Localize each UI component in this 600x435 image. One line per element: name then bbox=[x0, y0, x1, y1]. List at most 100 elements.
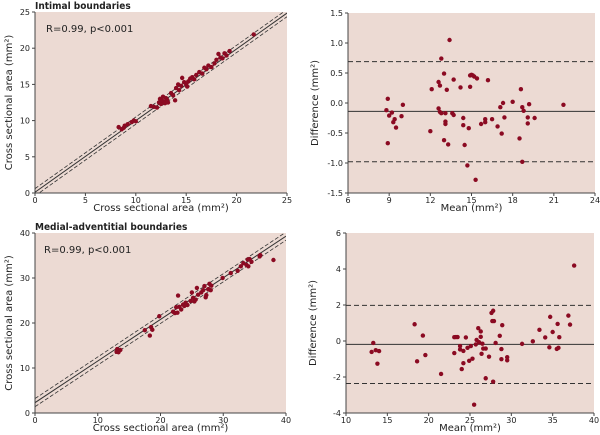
panel-4-data-point bbox=[459, 366, 464, 372]
panel-4-data-point bbox=[557, 335, 562, 340]
panel-3-data-point bbox=[204, 292, 209, 298]
panel-4-data-point bbox=[500, 322, 505, 328]
panel-2-y-tick-label: 0.0 bbox=[330, 99, 343, 108]
panel-4-data-point bbox=[566, 313, 571, 318]
panel-3-title: Medial-adventitial boundaries bbox=[35, 222, 187, 233]
panel-2-data-point bbox=[439, 111, 444, 116]
panel-2-data-point bbox=[458, 85, 463, 90]
panel-4-data-point bbox=[455, 334, 460, 340]
panel-3-data-point bbox=[175, 293, 181, 298]
panel-2-data-point bbox=[429, 87, 434, 92]
panel-1-data-point bbox=[176, 87, 182, 93]
panel-1-x-axis-label: Cross sectional area (mm²) bbox=[93, 203, 229, 214]
panel-1-data-point bbox=[170, 93, 176, 98]
panel-3-data-point bbox=[194, 285, 200, 291]
panel-3-x-tick-label: 30 bbox=[218, 416, 228, 425]
panel-2-data-point bbox=[498, 105, 503, 110]
panel-3-data-point bbox=[200, 287, 206, 293]
panel-2-data-point bbox=[441, 138, 447, 143]
panel-2-data-point bbox=[400, 102, 406, 108]
panel-2-data-point bbox=[443, 119, 448, 124]
panel-2-x-tick-label: 9 bbox=[387, 196, 392, 205]
panel-1-data-point bbox=[116, 124, 121, 130]
panel-4-data-point bbox=[470, 356, 475, 361]
panel-2-data-point bbox=[465, 163, 470, 168]
panel-3-data-point bbox=[271, 257, 276, 263]
panel-4-data-point bbox=[457, 347, 463, 352]
panel-1-data-point bbox=[227, 48, 232, 54]
panel-3-data-point bbox=[150, 327, 155, 332]
panel-3-data-point bbox=[235, 268, 240, 273]
panel-1-data-point bbox=[158, 101, 164, 107]
panel-3-annotation: R=0.99, p<0.001 bbox=[44, 245, 131, 256]
panel-1-upper-ci-line bbox=[35, 12, 285, 189]
panel-1-data-point bbox=[224, 53, 229, 58]
panel-2-y-tick-label: 1.5 bbox=[330, 9, 343, 18]
panel-1-y-tick-label: 0 bbox=[25, 189, 30, 198]
panel-2-data-point bbox=[520, 159, 525, 164]
panel-4-data-point bbox=[499, 346, 504, 352]
panel-2-data-point bbox=[385, 96, 390, 102]
panel-4-data-point bbox=[480, 341, 485, 346]
panel-2-data-point bbox=[461, 123, 466, 128]
panel-4-data-point bbox=[473, 342, 478, 347]
panel-3-x-tick-label: 10 bbox=[93, 416, 103, 425]
panel-3-data-point bbox=[185, 302, 190, 308]
panel-4-data-point bbox=[543, 335, 548, 340]
panel-3-data-point bbox=[246, 264, 251, 269]
panel-3-data-point bbox=[238, 264, 244, 269]
panel-4-data-point bbox=[476, 340, 482, 345]
panel-2-data-point bbox=[445, 142, 451, 147]
panel-2-data-point bbox=[393, 125, 399, 130]
panel-4-data-point bbox=[369, 349, 374, 355]
panel-4-x-tick-label: 25 bbox=[465, 416, 475, 425]
panel-3-data-point bbox=[147, 333, 153, 338]
panel-4-data-point bbox=[556, 345, 561, 351]
panel-4-data-point bbox=[420, 333, 426, 338]
panel-4-x-tick-label: 30 bbox=[506, 416, 516, 425]
panel-4-data-point bbox=[479, 351, 484, 356]
panel-4-data-point bbox=[471, 402, 477, 407]
panel-2-data-point bbox=[428, 129, 433, 134]
panel-4-data-point bbox=[478, 329, 483, 334]
panel-4-y-tick-label: -2 bbox=[333, 373, 341, 382]
panel-4-x-tick-label: 10 bbox=[341, 416, 351, 425]
panel-2-data-point bbox=[495, 124, 500, 129]
panel-1-data-point bbox=[192, 77, 197, 82]
panel-2-data-point bbox=[473, 177, 478, 182]
panel-4-data-point bbox=[491, 318, 497, 324]
panel-2-data-point bbox=[500, 100, 506, 106]
panel-2-data-point bbox=[461, 115, 466, 121]
panel-4-y-tick-label: 0 bbox=[336, 337, 341, 346]
panel-4-data-point bbox=[461, 360, 466, 366]
panel-4-x-axis-label: Mean (mm²) bbox=[439, 423, 501, 434]
panel-1-lower-ci-line bbox=[38, 16, 287, 193]
panel-2-data-point bbox=[451, 77, 456, 82]
panel-1-data-point bbox=[172, 98, 178, 103]
panel-2-data-point bbox=[467, 84, 473, 90]
panel-1-data-point bbox=[216, 51, 221, 57]
panel-1-data-point bbox=[125, 122, 130, 127]
panel-2-x-tick-label: 21 bbox=[549, 196, 559, 205]
panel-1-data-point bbox=[220, 56, 225, 61]
panel-2-y-tick-label: 1.0 bbox=[330, 39, 343, 48]
panel-4-x-tick-label: 35 bbox=[548, 416, 558, 425]
panel-3-y-axis-label: Cross sectional area (mm²) bbox=[4, 255, 15, 391]
panel-4-data-point bbox=[493, 340, 498, 346]
panel-3-data-point bbox=[220, 275, 225, 281]
panel-4-y-tick-label: 4 bbox=[336, 265, 341, 274]
panel-2-data-point bbox=[525, 121, 530, 126]
panel-2-data-point bbox=[389, 110, 395, 115]
panel-1-annotation: R=0.99, p<0.001 bbox=[46, 24, 133, 35]
panel-2-data-point bbox=[443, 111, 448, 116]
panel-1-data-point bbox=[209, 64, 214, 70]
panel-4-data-point bbox=[468, 343, 474, 349]
panel-2-data-point bbox=[441, 71, 447, 76]
panel-4-data-point bbox=[530, 339, 536, 344]
panel-2-x-tick-label: 24 bbox=[590, 196, 600, 205]
panel-2-data-point bbox=[485, 78, 491, 83]
panel-1-y-tick-label: 10 bbox=[20, 117, 30, 126]
panel-3-x-axis-label: Cross sectional area (mm²) bbox=[93, 423, 229, 434]
panel-3-data-point bbox=[193, 297, 198, 302]
